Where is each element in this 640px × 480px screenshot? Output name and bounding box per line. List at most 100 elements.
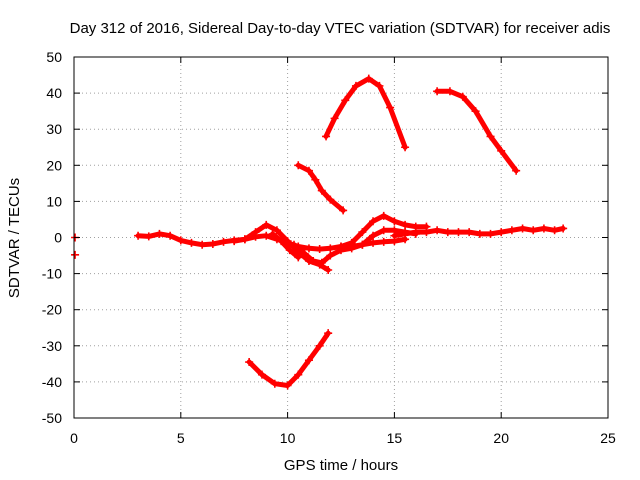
- data-point: [240, 235, 249, 244]
- data-point: [471, 107, 480, 116]
- data-point: [315, 341, 324, 350]
- data-point: [401, 220, 410, 229]
- x-tick-labels: 0 5 10 15 20 25: [70, 430, 616, 446]
- data-point: [486, 229, 495, 238]
- data-point: [285, 246, 294, 255]
- series-arc-positive-high: [322, 74, 410, 152]
- series-line: [270, 231, 301, 260]
- data-point: [198, 240, 207, 249]
- tick-marks: [73, 56, 609, 419]
- data-point: [475, 229, 484, 238]
- series-line: [246, 330, 331, 388]
- data-point: [390, 217, 399, 226]
- series-line: [434, 88, 519, 174]
- data-point: [326, 244, 335, 253]
- data-point: [187, 238, 196, 247]
- data-point: [507, 226, 516, 235]
- series-arc-positive-mid: [294, 161, 348, 215]
- data-point: [422, 228, 431, 237]
- data-point: [339, 206, 348, 215]
- data-point: [433, 87, 442, 96]
- data-point: [290, 240, 299, 249]
- data-point: [251, 228, 260, 237]
- data-point: [341, 96, 350, 105]
- y-tick-label: -30: [42, 338, 62, 354]
- data-point: [465, 228, 474, 237]
- data-point: [445, 87, 454, 96]
- series-line: [323, 76, 408, 150]
- data-point: [262, 220, 271, 229]
- data-point: [300, 249, 309, 258]
- data-point: [401, 229, 410, 238]
- data-point: [550, 226, 559, 235]
- data-point: [390, 231, 399, 240]
- y-tick-label: 30: [46, 121, 62, 137]
- data-point: [134, 231, 143, 240]
- data-point: [351, 81, 360, 90]
- data-point: [311, 175, 320, 184]
- series-line: [295, 162, 346, 213]
- data-point: [304, 356, 313, 365]
- data-point: [268, 229, 277, 238]
- data-point: [245, 358, 254, 367]
- y-tick-label: -20: [42, 302, 62, 318]
- x-axis-label: GPS time / hours: [284, 457, 398, 474]
- y-tick-label: -10: [42, 266, 62, 282]
- x-tick-label: 20: [493, 430, 509, 446]
- data-point: [294, 161, 303, 170]
- data-point: [208, 239, 217, 248]
- data-point: [375, 81, 384, 90]
- data-point: [166, 231, 175, 240]
- y-axis-label: SDTVAR / TECUs: [6, 178, 23, 298]
- x-tick-label: 25: [600, 430, 616, 446]
- data-point: [379, 211, 388, 220]
- data-point: [401, 143, 410, 152]
- data-point: [144, 232, 153, 241]
- data-point: [304, 244, 313, 253]
- series-arc-negative: [245, 329, 333, 390]
- series-group: [71, 74, 568, 390]
- data-point: [71, 250, 80, 259]
- data-point: [379, 237, 388, 246]
- y-tick-label: 50: [46, 49, 62, 65]
- data-point: [358, 228, 367, 237]
- y-tick-labels: -50 -40 -30 -20 -10 0 10 20 30 40 50: [42, 49, 62, 426]
- data-point: [304, 166, 313, 175]
- data-point: [324, 265, 333, 274]
- data-point: [277, 237, 286, 246]
- series-band-hump-14: [337, 211, 431, 251]
- data-point: [497, 228, 506, 237]
- data-point: [283, 381, 292, 390]
- data-point: [330, 114, 339, 123]
- series-arc-positive-right: [433, 87, 521, 175]
- data-point: [294, 253, 303, 262]
- data-point: [257, 370, 266, 379]
- data-point: [458, 92, 467, 101]
- data-point: [433, 226, 442, 235]
- data-point: [155, 229, 164, 238]
- data-point: [369, 238, 378, 247]
- y-tick-label: 40: [46, 85, 62, 101]
- data-point: [317, 186, 326, 195]
- data-point: [369, 231, 378, 240]
- data-point: [270, 379, 279, 388]
- y-tick-label: 20: [46, 157, 62, 173]
- x-tick-label: 5: [177, 430, 185, 446]
- data-point: [176, 236, 185, 245]
- data-point: [324, 329, 333, 338]
- data-point: [326, 195, 335, 204]
- data-point: [369, 217, 378, 226]
- data-point: [443, 228, 452, 237]
- series-point-b: [71, 250, 80, 259]
- data-point: [230, 237, 239, 246]
- series-band-low-10: [268, 229, 303, 262]
- y-tick-label: -50: [42, 410, 62, 426]
- data-point: [315, 245, 324, 254]
- data-point: [497, 146, 506, 155]
- data-point: [219, 237, 228, 246]
- x-tick-label: 0: [70, 430, 78, 446]
- data-point: [518, 224, 527, 233]
- data-point: [559, 224, 568, 233]
- data-point: [309, 256, 318, 265]
- data-point: [379, 226, 388, 235]
